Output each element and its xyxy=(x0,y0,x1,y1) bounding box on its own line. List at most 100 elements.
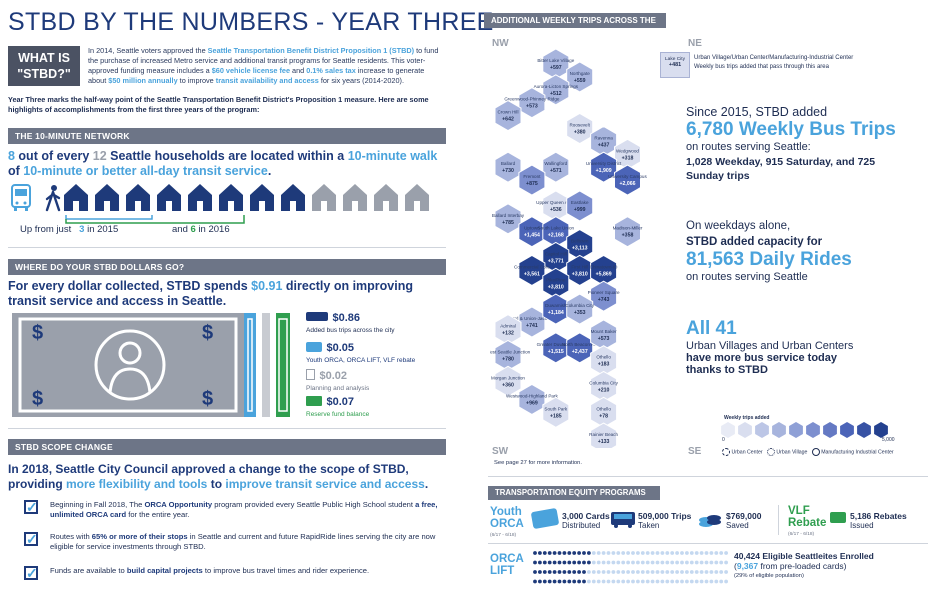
hex-value: +559 xyxy=(574,78,586,84)
population-dot xyxy=(675,579,679,584)
scope-item: ✓ Beginning in Fall 2018, The ORCA Oppor… xyxy=(24,499,438,519)
house-icon xyxy=(281,184,305,211)
cards-stat: 3,000 Cards Distributed xyxy=(562,511,610,530)
svg-text:$: $ xyxy=(32,388,43,410)
scale-swatch xyxy=(823,422,837,438)
population-dot xyxy=(606,579,611,584)
map-hex: Admiral +132 xyxy=(494,314,522,346)
population-dot xyxy=(577,579,581,584)
breakdown-item-reserve: $0.07 Reserve fund balance xyxy=(306,395,370,418)
population-dot xyxy=(645,570,650,574)
hex-value: +743 xyxy=(598,297,610,303)
scale-swatch xyxy=(772,422,786,438)
population-dot xyxy=(562,579,567,584)
population-dot xyxy=(680,560,684,565)
population-dot xyxy=(689,560,694,565)
hex-name: Duwamish xyxy=(545,303,567,308)
population-dot xyxy=(626,560,630,565)
hex-name: Capitol Hill xyxy=(545,252,567,257)
map-hex: Madison-Miller +358 xyxy=(613,216,643,248)
hex-value: +3,771 xyxy=(548,259,564,265)
population-dot xyxy=(665,579,670,584)
house-icon xyxy=(95,184,119,211)
population-dot xyxy=(557,560,562,565)
population-dot xyxy=(601,551,606,555)
population-dot xyxy=(694,579,699,584)
hex-value: +5,869 xyxy=(596,271,612,277)
money-stack-icon xyxy=(306,395,322,406)
hex-name: Bitter Lake Village xyxy=(537,58,574,63)
population-dot xyxy=(685,560,689,565)
population-dot xyxy=(719,560,724,565)
scale-swatch xyxy=(721,422,735,438)
population-dot xyxy=(631,560,635,565)
map-legend-text: Urban Village/Urban Center/Manufacturing… xyxy=(694,55,854,70)
checkbox-icon: ✓ xyxy=(24,565,38,581)
population-dot xyxy=(689,551,694,555)
population-dot xyxy=(552,560,557,565)
population-dot xyxy=(660,551,665,555)
population-dot xyxy=(552,570,557,574)
population-dot xyxy=(714,551,719,555)
compass-ne: NE xyxy=(688,38,702,49)
population-dot xyxy=(685,551,689,555)
map-hex: Chinatown-ID +5,869 xyxy=(590,254,618,286)
orca-lift-stats: 40,424 Eligible Seattleites Enrolled (9,… xyxy=(734,551,874,579)
hex-name: Mount Baker xyxy=(591,329,618,334)
house-icon xyxy=(188,184,212,211)
household-icons xyxy=(64,184,429,224)
map-hex: Mount Baker +573 xyxy=(590,319,618,351)
hex-value: +642 xyxy=(502,117,514,123)
hex-value: +741 xyxy=(526,323,538,329)
transit-icons xyxy=(10,183,68,213)
population-dot xyxy=(724,560,728,565)
population-dot xyxy=(699,570,704,574)
population-dot xyxy=(719,579,724,584)
compass-sw: SW xyxy=(492,446,509,457)
population-dot xyxy=(640,551,645,555)
hex-value: +3,810 xyxy=(548,284,564,290)
breakdown-item-planning: $0.02 Planning and analysis xyxy=(306,369,370,392)
hex-value: +132 xyxy=(502,331,514,337)
population-dot xyxy=(547,579,552,584)
population-dot xyxy=(621,579,626,584)
bus-icon xyxy=(11,184,31,211)
hex-value: +3,113 xyxy=(572,246,588,252)
population-dot xyxy=(694,560,699,565)
population-dot xyxy=(606,560,611,565)
population-dot xyxy=(538,570,542,574)
population-dot xyxy=(547,560,552,565)
breakdown-item-orca: $0.05 Youth ORCA, ORCA LIFT, VLF rebate xyxy=(306,341,416,364)
population-dot xyxy=(533,570,537,574)
house-icon xyxy=(405,184,429,211)
dollar-bill-illustration: $ $ $ $ xyxy=(12,313,290,417)
population-dot xyxy=(621,560,626,565)
hex-name: South Park xyxy=(544,406,567,411)
section-header-map: ADDITIONAL WEEKLY TRIPS ACROSS THE CITY xyxy=(484,13,666,40)
house-icon xyxy=(64,184,88,211)
dollars-headline: For every dollar collected, STBD spends … xyxy=(8,279,413,308)
hex-name: Morgan Junction xyxy=(491,375,525,380)
population-dot xyxy=(704,579,709,584)
map-hex: Columbia City +353 xyxy=(565,293,595,325)
population-dot xyxy=(616,551,621,555)
section-header-dollars: WHERE DO YOUR STBD DOLLARS GO? xyxy=(8,259,446,275)
hex-value: +437 xyxy=(598,142,610,148)
map-hex: Commercial Core +3,561 xyxy=(514,254,550,286)
map-hex: Othello +183 xyxy=(590,345,618,377)
document-icon xyxy=(306,369,315,381)
population-dot xyxy=(665,551,670,555)
hex-name: Pioneer Square xyxy=(588,290,620,295)
industrial-center-icon xyxy=(811,448,820,456)
scope-list: ✓ Beginning in Fall 2018, The ORCA Oppor… xyxy=(24,500,444,586)
eligible-population-dots xyxy=(533,551,728,584)
map-key: Urban Center Urban Village Manufacturing… xyxy=(722,448,894,456)
hex-name: Columbia City xyxy=(589,381,618,386)
population-dot xyxy=(670,560,675,565)
bus-icon xyxy=(611,512,635,528)
trips-stat: 509,000 Trips Taken xyxy=(638,511,692,530)
section-header-scope: STBD SCOPE CHANGE xyxy=(8,439,446,455)
hex-name: North Beacon Hill xyxy=(562,342,598,347)
map-hex: West Seattle Junction +780 xyxy=(490,339,531,372)
population-dot xyxy=(670,570,675,574)
